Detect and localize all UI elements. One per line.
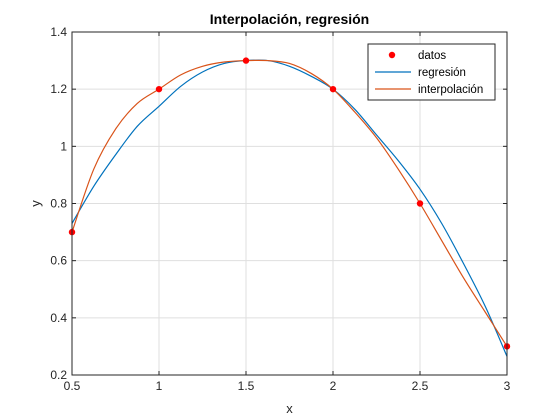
data-point: [329, 85, 337, 93]
series-line-regresion: [71, 59, 508, 357]
y-tick-label: 0.4: [50, 311, 67, 325]
x-tick-label: 2.5: [412, 379, 429, 393]
x-tick-label: 1.5: [238, 379, 255, 393]
y-tick-label: 1: [60, 139, 67, 153]
x-tick-label: 2: [330, 379, 337, 393]
legend-label: regresión: [418, 67, 466, 79]
data-point: [416, 200, 424, 207]
x-tick-label: 0.5: [64, 379, 81, 393]
ticks: 0.5 1 1.5 2 2.5 3 0.2 0.4 0.6 0.8 1 1.2 1.4: [50, 25, 510, 393]
legend-marker: [388, 51, 396, 59]
legend: datos regresión interpolación: [367, 43, 496, 101]
y-tick-label: 0.6: [50, 254, 67, 268]
y-tick-label: 0.2: [50, 368, 67, 382]
x-tick-label: 1: [156, 379, 163, 393]
data-point: [242, 57, 250, 64]
chart-title: Interpolación, regresión: [210, 11, 369, 27]
y-tick-label: 1.2: [50, 82, 67, 96]
legend-label: datos: [418, 50, 446, 62]
y-tick-label: 0.8: [50, 197, 67, 211]
data-point: [155, 85, 163, 93]
series-layer: [68, 57, 511, 357]
x-tick-label: 3: [504, 379, 511, 393]
y-tick-label: 1.4: [50, 25, 67, 39]
x-axis-label: x: [286, 401, 293, 416]
legend-label: interpolación: [418, 84, 483, 96]
series-line-interpolacion: [71, 59, 508, 347]
y-axis-label: y: [28, 200, 43, 207]
